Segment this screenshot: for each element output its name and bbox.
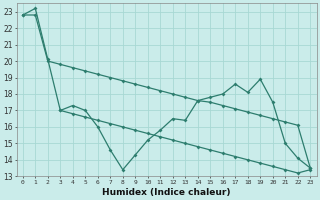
X-axis label: Humidex (Indice chaleur): Humidex (Indice chaleur) — [102, 188, 231, 197]
